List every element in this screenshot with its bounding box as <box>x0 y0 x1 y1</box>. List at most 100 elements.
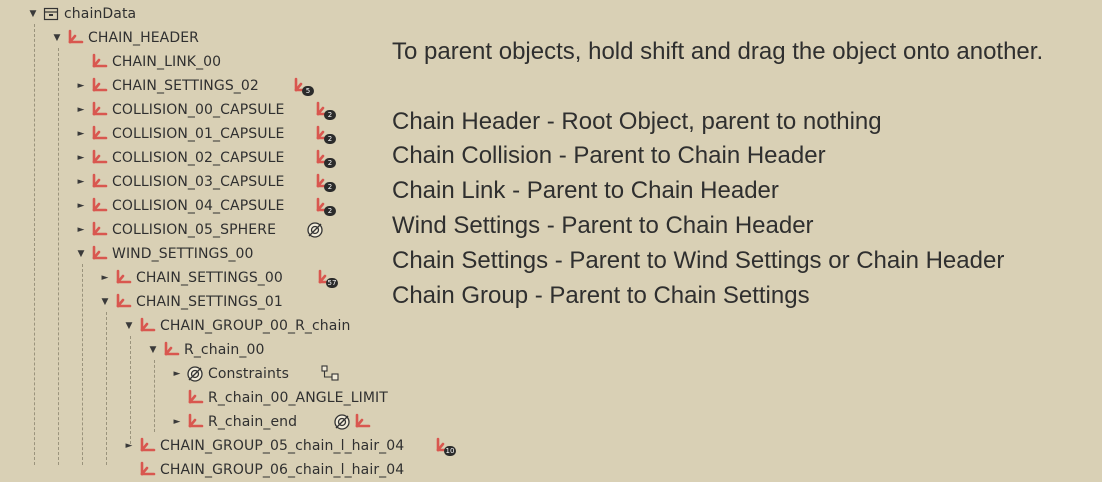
empty-object-icon <box>112 267 134 289</box>
tree-guide-line <box>106 312 107 465</box>
tree-label: CHAIN_SETTINGS_00 <box>136 270 283 286</box>
expand-toggle[interactable]: ► <box>77 177 85 187</box>
expand-toggle[interactable]: ► <box>77 81 85 91</box>
children-count: 10 <box>444 446 456 456</box>
children-count-badge[interactable]: 2 <box>310 98 336 122</box>
help-line: Chain Link - Parent to Chain Header <box>392 177 779 204</box>
expand-toggle[interactable]: ► <box>77 105 85 115</box>
tree-row[interactable]: ► R_chain_end <box>170 410 297 434</box>
tree-label: R_chain_00_ANGLE_LIMIT <box>208 390 388 406</box>
expand-toggle[interactable]: ▼ <box>149 345 157 355</box>
tree-row[interactable]: ► COLLISION_01_CAPSULE <box>74 122 284 146</box>
tree-row[interactable]: ▼ CHAIN_GROUP_00_R_chain <box>122 314 350 338</box>
children-count-badge[interactable]: 2 <box>310 122 336 146</box>
tree-row[interactable]: ► COLLISION_02_CAPSULE <box>74 146 284 170</box>
empty-object-icon <box>184 411 206 433</box>
empty-object-icon <box>88 171 110 193</box>
expand-toggle[interactable]: ▼ <box>53 33 61 43</box>
tree-label: WIND_SETTINGS_00 <box>112 246 254 262</box>
expand-toggle[interactable]: ► <box>101 273 109 283</box>
expand-toggle[interactable]: ► <box>77 201 85 211</box>
empty-object-icon <box>184 387 206 409</box>
tree-row[interactable]: ► CHAIN_SETTINGS_00 <box>98 266 283 290</box>
constraint-icon <box>332 412 352 432</box>
tree-label: chainData <box>64 6 137 22</box>
tree-row[interactable]: ► Constraints <box>170 362 289 386</box>
children-count: 2 <box>324 206 336 216</box>
empty-object-icon <box>64 27 86 49</box>
expand-toggle[interactable]: ► <box>125 441 133 451</box>
tree-row[interactable]: ▼ CHAIN_SETTINGS_01 <box>98 290 283 314</box>
children-count: 2 <box>324 110 336 120</box>
bone-constraint-icon[interactable] <box>318 362 344 386</box>
empty-object-icon <box>112 291 134 313</box>
outliner-tree: ▼ chainData ▼ CHAIN_HEADER CHAIN_LINK_00 ► C… <box>0 0 456 478</box>
empty-object-icon <box>136 435 158 457</box>
empty-object-icon <box>88 123 110 145</box>
help-line: Chain Settings - Parent to Wind Settings… <box>392 247 1005 274</box>
tree-label: COLLISION_04_CAPSULE <box>112 198 285 214</box>
expand-toggle[interactable]: ▼ <box>77 249 85 259</box>
children-count: 2 <box>324 182 336 192</box>
tree-row[interactable]: CHAIN_LINK_00 <box>74 50 221 74</box>
tree-label: R_chain_00 <box>184 342 265 358</box>
tree-row[interactable]: ► COLLISION_05_SPHERE <box>74 218 276 242</box>
tree-row[interactable]: R_chain_00_ANGLE_LIMIT <box>170 386 388 410</box>
tree-label: CHAIN_GROUP_06_chain_l_hair_04 <box>160 462 405 478</box>
tree-label: CHAIN_HEADER <box>88 30 199 46</box>
expand-toggle[interactable]: ► <box>77 129 85 139</box>
tree-label: COLLISION_00_CAPSULE <box>112 102 285 118</box>
tree-label: COLLISION_05_SPHERE <box>112 222 277 238</box>
help-line: Chain Collision - Parent to Chain Header <box>392 142 826 169</box>
empty-object-icon <box>136 459 158 481</box>
empty-object-icon <box>88 195 110 217</box>
children-count-badge[interactable]: 2 <box>310 194 336 218</box>
tree-guide-line <box>130 336 131 444</box>
empty-object-icon <box>88 219 110 241</box>
tree-label: CHAIN_SETTINGS_02 <box>112 78 259 94</box>
tree-row[interactable]: ► CHAIN_SETTINGS_02 <box>74 74 259 98</box>
tree-row[interactable]: ▼ WIND_SETTINGS_00 <box>74 242 254 266</box>
tree-row[interactable]: CHAIN_GROUP_06_chain_l_hair_04 <box>122 458 404 482</box>
tree-label: CHAIN_SETTINGS_01 <box>136 294 283 310</box>
children-count: 2 <box>324 158 336 168</box>
children-count: 57 <box>326 278 338 288</box>
expand-toggle[interactable]: ► <box>173 369 181 379</box>
tree-guide-line <box>82 264 83 465</box>
help-intro: To parent objects, hold shift and drag t… <box>392 38 1044 65</box>
children-count-badge[interactable]: 2 <box>310 146 336 170</box>
expand-toggle[interactable]: ► <box>77 225 85 235</box>
tree-label: CHAIN_LINK_00 <box>112 54 222 70</box>
expand-toggle[interactable]: ▼ <box>101 297 109 307</box>
expand-toggle[interactable]: ► <box>77 153 85 163</box>
tree-guide-line <box>34 24 35 465</box>
empty-object-icon <box>88 243 110 265</box>
tree-row-root[interactable]: ▼ chainData <box>26 2 137 26</box>
children-count-badge[interactable]: 10 <box>430 434 456 458</box>
expand-toggle[interactable]: ▼ <box>125 321 133 331</box>
tree-label: COLLISION_02_CAPSULE <box>112 150 285 166</box>
tree-row[interactable]: ► COLLISION_00_CAPSULE <box>74 98 284 122</box>
tree-label: Constraints <box>208 366 289 382</box>
expand-toggle[interactable]: ► <box>173 417 181 427</box>
expand-toggle[interactable]: ▼ <box>29 9 37 19</box>
tree-guide-line <box>58 48 59 465</box>
tree-label: COLLISION_01_CAPSULE <box>112 126 285 142</box>
tree-label: CHAIN_GROUP_00_R_chain <box>160 318 351 334</box>
empty-object-icon <box>352 412 372 432</box>
tree-row[interactable]: ► COLLISION_04_CAPSULE <box>74 194 284 218</box>
children-count-badge[interactable]: 5 <box>288 74 314 98</box>
tree-row[interactable]: ▼ CHAIN_HEADER <box>50 26 199 50</box>
expander-spacer <box>74 50 88 74</box>
empty-object-icon <box>88 51 110 73</box>
children-count-badge[interactable]: 57 <box>312 266 338 290</box>
tree-row[interactable]: ► CHAIN_GROUP_05_chain_l_hair_04 <box>122 434 404 458</box>
empty-object-icon <box>88 99 110 121</box>
tree-row[interactable]: ▼ R_chain_00 <box>146 338 264 362</box>
children-count: 2 <box>324 134 336 144</box>
child-icons[interactable] <box>328 410 376 434</box>
empty-object-icon <box>136 315 158 337</box>
constraint-icon[interactable] <box>302 218 328 242</box>
tree-row[interactable]: ► COLLISION_03_CAPSULE <box>74 170 284 194</box>
children-count-badge[interactable]: 2 <box>310 170 336 194</box>
